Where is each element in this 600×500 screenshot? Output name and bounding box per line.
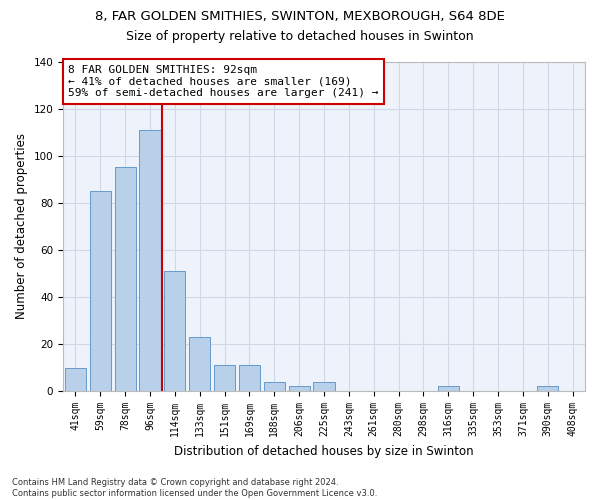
Bar [438, 386, 459, 391]
Bar [289, 386, 310, 391]
Bar [65, 368, 86, 391]
Bar [164, 271, 185, 391]
Bar [239, 366, 260, 391]
Bar [214, 366, 235, 391]
Y-axis label: Number of detached properties: Number of detached properties [15, 134, 28, 320]
X-axis label: Distribution of detached houses by size in Swinton: Distribution of detached houses by size … [174, 444, 474, 458]
Text: 8, FAR GOLDEN SMITHIES, SWINTON, MEXBOROUGH, S64 8DE: 8, FAR GOLDEN SMITHIES, SWINTON, MEXBORO… [95, 10, 505, 23]
Bar [139, 130, 161, 391]
Text: Size of property relative to detached houses in Swinton: Size of property relative to detached ho… [126, 30, 474, 43]
Bar [313, 382, 335, 391]
Bar [90, 191, 111, 391]
Bar [537, 386, 558, 391]
Bar [115, 168, 136, 391]
Bar [264, 382, 285, 391]
Text: 8 FAR GOLDEN SMITHIES: 92sqm
← 41% of detached houses are smaller (169)
59% of s: 8 FAR GOLDEN SMITHIES: 92sqm ← 41% of de… [68, 65, 379, 98]
Bar [189, 337, 210, 391]
Text: Contains HM Land Registry data © Crown copyright and database right 2024.
Contai: Contains HM Land Registry data © Crown c… [12, 478, 377, 498]
